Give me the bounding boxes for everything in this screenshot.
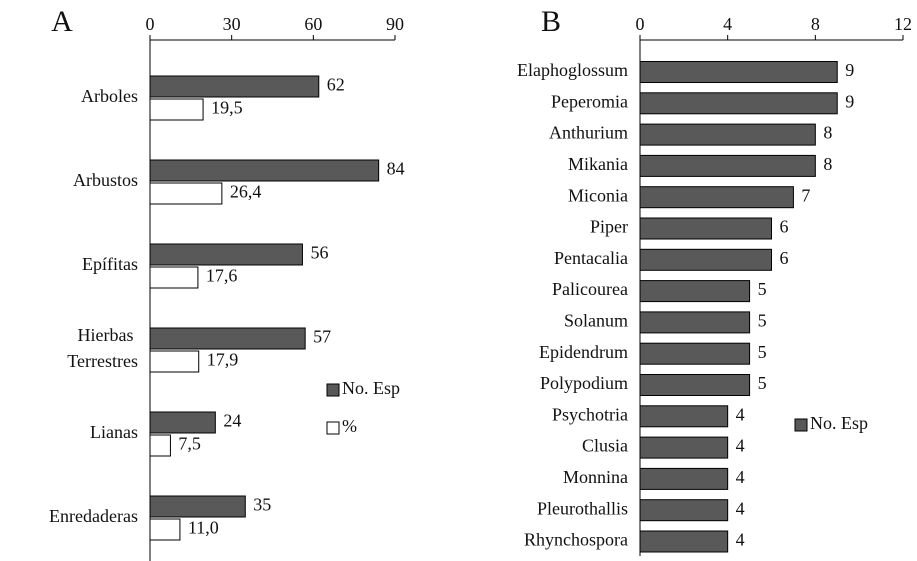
bar [639, 248, 772, 271]
bar [149, 350, 200, 373]
value-label: 9 [845, 91, 854, 111]
bar [149, 411, 216, 434]
value-label: 5 [758, 279, 767, 299]
value-label: 9 [845, 60, 854, 80]
x-tick-label: 8 [811, 14, 820, 34]
category-label: Elaphoglossum [517, 60, 628, 80]
value-label: 11,0 [188, 518, 219, 538]
category-label: Arboles [81, 86, 138, 106]
bar [149, 495, 246, 518]
value-label: 7 [801, 185, 810, 205]
legend-label: % [342, 416, 357, 436]
category-label: Psychotria [552, 404, 628, 424]
value-label: 56 [310, 243, 328, 263]
bar [149, 327, 306, 350]
category-label: Enredaderas [49, 506, 138, 526]
category-label: Piper [590, 217, 628, 237]
legend-label: No. Esp [342, 378, 400, 398]
bar [639, 61, 838, 83]
value-label: 35 [253, 495, 271, 515]
value-label: 8 [823, 154, 832, 174]
value-label: 5 [758, 373, 767, 393]
value-label: 4 [736, 498, 745, 518]
value-label: 4 [736, 467, 745, 487]
category-label: Arbustos [73, 170, 138, 190]
value-label: 8 [823, 123, 832, 143]
bar [149, 159, 380, 182]
value-label: 5 [758, 342, 767, 362]
bar [149, 518, 181, 541]
bar [639, 311, 751, 334]
chart-title: B [541, 5, 561, 38]
value-label: 4 [736, 530, 745, 550]
category-label: Anthurium [549, 123, 628, 143]
bar [639, 92, 838, 115]
bar [639, 467, 729, 490]
category-label: Hierbas Terrestres [67, 325, 138, 371]
category-label: Rhynchospora [524, 530, 628, 550]
category-label: Peperomia [551, 91, 628, 111]
category-label: Polypodium [540, 373, 628, 393]
category-label: Mikania [568, 154, 628, 174]
legend-label: No. Esp [810, 413, 868, 433]
bar [639, 374, 751, 396]
bar [639, 154, 816, 177]
category-label: Pentacalia [554, 248, 628, 268]
category-label: Lianas [90, 422, 138, 442]
bar [639, 342, 751, 365]
x-tick-label: 4 [723, 14, 732, 34]
value-label: 6 [780, 217, 789, 237]
bar [639, 530, 729, 553]
bar [639, 217, 772, 240]
bar [639, 499, 729, 522]
category-label: Epidendrum [539, 342, 628, 362]
category-label: Pleurothallis [537, 498, 628, 518]
x-tick-label: 0 [146, 14, 155, 34]
value-label: 17,6 [206, 266, 238, 286]
value-label: 57 [313, 327, 331, 347]
x-tick-label: 60 [304, 14, 322, 34]
bar [639, 405, 729, 428]
chart-title: A [51, 5, 73, 38]
value-label: 7,5 [178, 434, 201, 454]
x-tick-label: 12 [894, 14, 912, 34]
bar [149, 243, 303, 266]
value-label: 84 [387, 159, 405, 179]
bar [149, 98, 204, 121]
bar [639, 123, 816, 146]
bar [149, 266, 199, 289]
x-tick-label: 30 [223, 14, 241, 34]
value-label: 5 [758, 311, 767, 331]
value-label: 19,5 [211, 98, 243, 118]
legend-swatch [794, 418, 808, 432]
category-label: Miconia [568, 185, 628, 205]
bar [639, 186, 794, 209]
category-label: Epífitas [82, 254, 138, 274]
value-label: 62 [327, 75, 345, 95]
value-label: 4 [736, 404, 745, 424]
value-label: 26,4 [230, 182, 262, 202]
bar [639, 280, 751, 303]
x-tick-label: 90 [386, 14, 404, 34]
legend-swatch [326, 421, 340, 435]
category-label: Clusia [582, 436, 628, 456]
bar [149, 434, 171, 457]
value-label: 4 [736, 436, 745, 456]
value-label: 17,9 [207, 350, 239, 370]
value-label: 24 [223, 411, 241, 431]
x-tick-label: 0 [636, 14, 645, 34]
bar [639, 436, 729, 459]
bar [149, 182, 223, 205]
category-label: Monnina [563, 467, 628, 487]
value-label: 6 [780, 248, 789, 268]
category-label: Solanum [564, 311, 628, 331]
category-label: Palicourea [552, 279, 628, 299]
bar [149, 75, 320, 98]
legend-swatch [326, 383, 340, 397]
